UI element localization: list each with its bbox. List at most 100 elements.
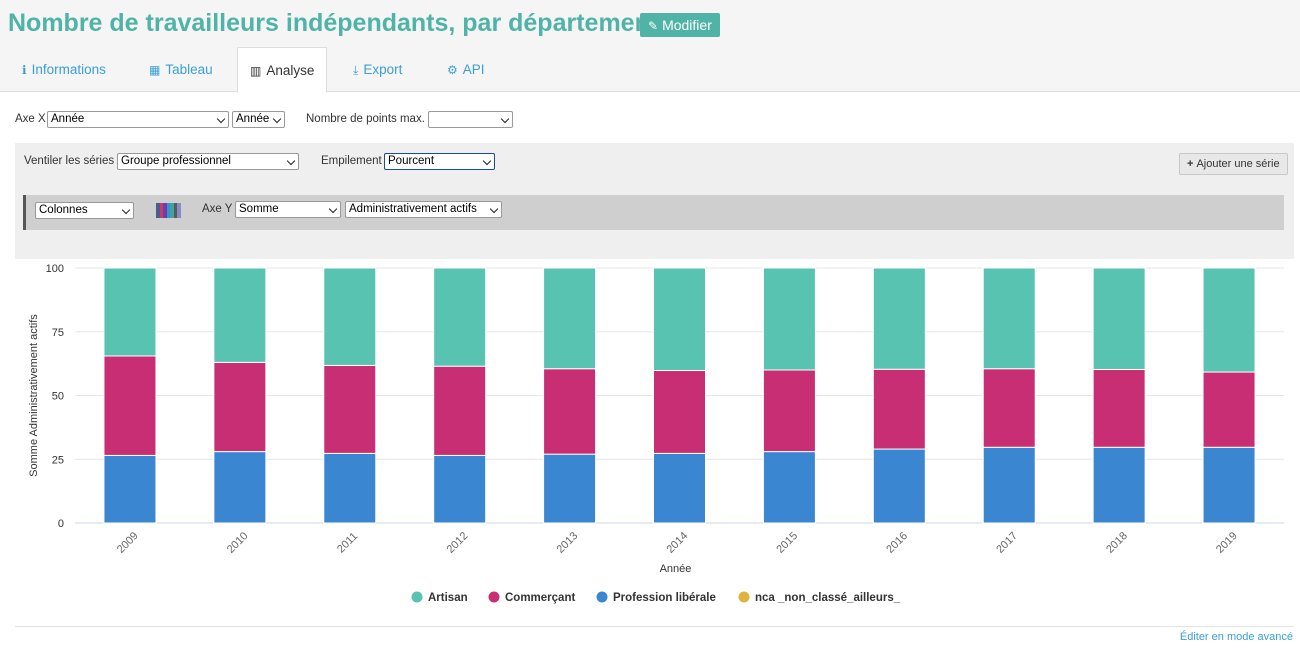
x-tick-label: 2017 xyxy=(994,530,1020,556)
bar-segment xyxy=(213,267,267,363)
x-axis-select[interactable]: Année xyxy=(47,111,229,128)
y-aggregate-select[interactable]: Somme xyxy=(235,201,341,218)
y-tick-label: 50 xyxy=(52,391,64,403)
bar-segment xyxy=(103,355,157,456)
download-icon: ⤓ xyxy=(353,63,359,77)
tab-api[interactable]: ⚙ API xyxy=(447,47,485,93)
bar-segment xyxy=(1092,446,1146,524)
x-tick-label: 2014 xyxy=(664,530,690,556)
bar-segment xyxy=(762,267,816,371)
tab-analyse[interactable]: ▥ Analyse xyxy=(237,47,328,93)
palette-swatch xyxy=(170,203,174,218)
y-tick-label: 0 xyxy=(58,518,64,530)
gears-icon: ⚙ xyxy=(447,63,458,77)
bar-chart-icon: ▥ xyxy=(250,64,262,78)
bar-segment xyxy=(872,368,926,450)
max-points-label: Nombre de points max. xyxy=(306,113,425,125)
legend-marker xyxy=(488,591,500,603)
bar-segment xyxy=(433,365,487,456)
bar-segment xyxy=(1202,371,1256,448)
x-tick-label: 2018 xyxy=(1104,530,1130,556)
bar-segment xyxy=(762,451,816,524)
x-tick-label: 2013 xyxy=(555,530,581,556)
bar-segment xyxy=(543,453,597,524)
tab-label: Export xyxy=(363,62,403,77)
x-axis-title: Année xyxy=(660,563,692,575)
y-axis-label: Axe Y xyxy=(202,203,233,215)
tab-label: Informations xyxy=(31,62,106,77)
footer-divider xyxy=(15,626,1294,627)
y-field-select[interactable]: Administrativement actifs xyxy=(345,201,502,218)
edit-button-label: Modifier xyxy=(662,17,712,33)
legend-item: Profession libérale xyxy=(613,592,716,604)
page-header: Nombre de travailleurs indépendants, par… xyxy=(0,0,1300,93)
x-tick-label: 2015 xyxy=(774,530,800,556)
bar-segment xyxy=(433,454,487,524)
palette-swatch xyxy=(159,203,164,218)
x-axis-period-select[interactable]: Année xyxy=(232,111,285,128)
palette-swatch xyxy=(156,203,160,218)
bar-segment xyxy=(982,446,1036,524)
tab-label: API xyxy=(462,62,485,77)
breakdown-select[interactable]: Groupe professionnel xyxy=(117,153,299,170)
edit-button[interactable]: ✎ Modifier xyxy=(640,13,720,37)
bar-segment xyxy=(323,364,377,454)
bar-segment xyxy=(872,448,926,524)
y-tick-label: 75 xyxy=(52,327,64,339)
color-palette-button[interactable] xyxy=(156,203,182,218)
palette-swatch xyxy=(177,203,182,218)
bar-segment xyxy=(323,452,377,524)
x-tick-label: 2011 xyxy=(335,530,360,555)
tab-informations[interactable]: ℹ Informations xyxy=(22,47,106,93)
tab-label: Analyse xyxy=(266,63,315,78)
series-row xyxy=(23,195,1284,230)
chart-type-select[interactable]: Colonnes xyxy=(35,202,134,219)
bar-segment xyxy=(103,267,157,357)
legend-marker xyxy=(411,591,423,603)
breakdown-label: Ventiler les séries xyxy=(24,155,115,167)
bar-segment xyxy=(872,267,926,370)
x-axis-label: Axe X xyxy=(15,113,46,125)
table-icon: ▦ xyxy=(149,63,161,77)
x-tick-label: 2019 xyxy=(1214,530,1240,556)
bar-segment xyxy=(543,368,597,455)
y-tick-label: 25 xyxy=(52,454,64,466)
bar-segment xyxy=(213,451,267,524)
legend-item: Commerçant xyxy=(505,592,575,604)
bar-segment xyxy=(1202,446,1256,524)
tab-export[interactable]: ⤓ Export xyxy=(353,47,402,93)
bar-segment xyxy=(213,361,267,453)
palette-swatch xyxy=(173,203,178,218)
legend-marker xyxy=(738,591,750,603)
x-tick-label: 2009 xyxy=(115,530,141,556)
y-tick-label: 100 xyxy=(46,263,64,275)
x-tick-label: 2010 xyxy=(225,530,251,556)
palette-swatch xyxy=(166,203,171,218)
advanced-edit-link[interactable]: Éditer en mode avancé xyxy=(1179,631,1293,643)
pencil-icon: ✎ xyxy=(648,19,659,33)
stacking-select[interactable]: Pourcent xyxy=(384,153,495,170)
tab-label: Tableau xyxy=(165,62,213,77)
bar-segment xyxy=(103,454,157,524)
bar-segment xyxy=(653,452,706,524)
bar-segment xyxy=(1202,267,1256,373)
page-title: Nombre de travailleurs indépendants, par… xyxy=(8,9,659,37)
bar-segment xyxy=(982,267,1036,370)
legend-item: nca _non_classé_ailleurs_ xyxy=(755,592,901,604)
x-tick-label: 2012 xyxy=(445,530,471,556)
bar-segment xyxy=(653,370,706,454)
tab-tableau[interactable]: ▦ Tableau xyxy=(149,47,213,93)
stacked-column-chart: 0 25 50 75 100 Somme Administrativement actif… xyxy=(28,263,1284,604)
legend-item: Artisan xyxy=(428,592,468,604)
add-series-button[interactable]: + Ajouter une série xyxy=(1179,153,1288,175)
add-series-label: Ajouter une série xyxy=(1196,158,1280,170)
info-icon: ℹ xyxy=(22,63,27,77)
palette-swatch xyxy=(163,203,167,218)
bar-segment xyxy=(543,267,597,370)
bar-segment xyxy=(1092,368,1146,448)
bar-segment xyxy=(433,267,487,367)
max-points-select[interactable] xyxy=(428,111,513,128)
bar-segment xyxy=(323,267,377,366)
bar-segment xyxy=(762,369,816,453)
bar-segment xyxy=(982,368,1036,448)
